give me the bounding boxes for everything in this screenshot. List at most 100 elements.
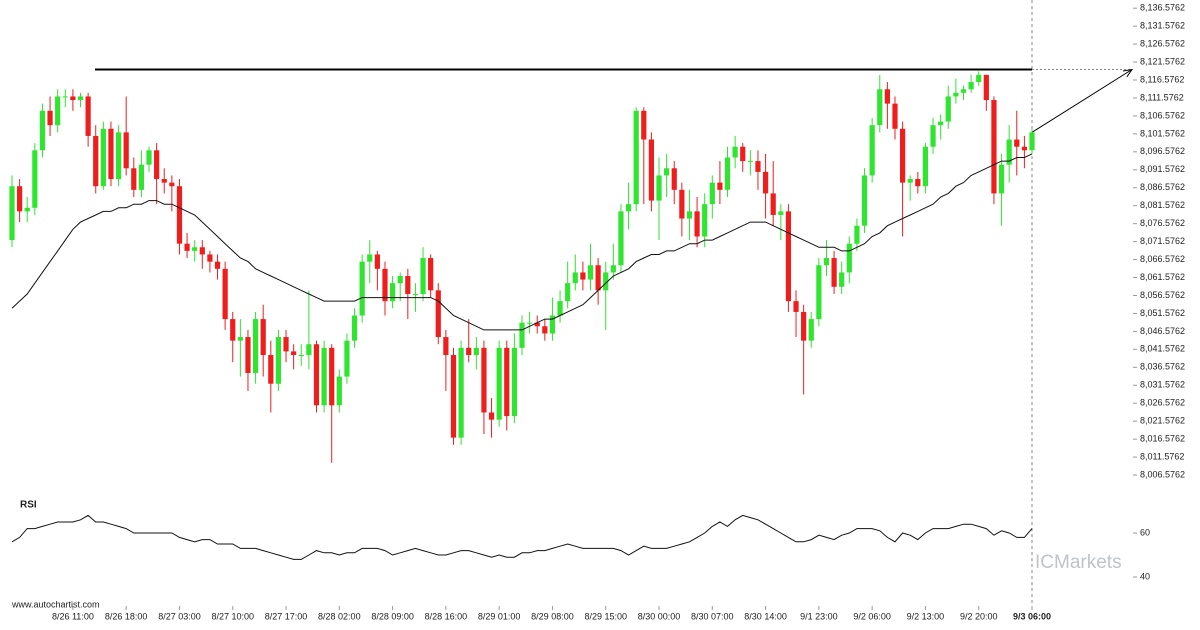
candle-body: [389, 283, 396, 302]
x-tick-label: 8/29 15:00: [584, 611, 627, 621]
candle-body: [344, 340, 350, 377]
candle-body: [108, 128, 114, 180]
candle-body: [694, 211, 700, 237]
x-tick-label: 9/2 20:00: [960, 611, 998, 621]
candle-body: [55, 96, 61, 126]
arrow-head: [1123, 68, 1134, 78]
x-tick-label: 8/27 10:00: [211, 611, 254, 621]
x-tick-label: 8/26 18:00: [105, 611, 148, 621]
y-tick-label: 8,121.5762: [1140, 56, 1185, 66]
y-tick-label: 8,011.5762: [1140, 451, 1184, 461]
candle-body: [351, 315, 358, 341]
candle-body: [534, 322, 540, 327]
candle-body: [587, 265, 594, 280]
x-tick-label: 8/29 01:00: [478, 611, 521, 621]
y-tick-label: 8,046.5762: [1140, 326, 1185, 336]
candle-body: [138, 164, 145, 190]
candle-body: [146, 150, 152, 165]
rsi-tick-label: 40: [1140, 571, 1150, 581]
candle-body: [945, 96, 951, 122]
candle-body: [268, 355, 274, 384]
candle-body: [907, 179, 913, 183]
candle-body: [785, 211, 792, 302]
y-tick-label: 8,061.5762: [1140, 272, 1185, 282]
candle-body: [374, 254, 380, 269]
rsi-tick-label: 60: [1140, 527, 1150, 537]
x-tick-label: 9/2 06:00: [853, 611, 891, 621]
candle-body: [466, 347, 472, 356]
candle-body: [899, 128, 906, 183]
candle-body: [877, 89, 883, 126]
x-tick-label: 8/28 16:00: [425, 611, 468, 621]
forecast-arrow: [1031, 69, 1133, 133]
rsi-label: RSI: [20, 500, 37, 511]
candle-body: [595, 265, 601, 291]
y-tick-label: 8,036.5762: [1140, 362, 1185, 372]
candle-body: [154, 150, 160, 180]
candle-body: [131, 168, 137, 190]
candle-body: [565, 283, 571, 302]
y-tick-label: 8,131.5762: [1140, 21, 1185, 31]
candle-body: [542, 326, 548, 334]
x-tick-label: 8/27 17:00: [265, 611, 308, 621]
candle-body: [732, 146, 738, 158]
candle-body: [793, 301, 799, 312]
candle-body: [161, 179, 167, 183]
candle-body: [831, 258, 837, 287]
y-tick-label: 8,136.5762: [1140, 3, 1185, 13]
candle-body: [664, 168, 670, 176]
candle-body: [123, 132, 129, 169]
candle-body: [1021, 146, 1027, 151]
candle-body: [252, 319, 259, 373]
x-tick-label: 9/2 13:00: [907, 611, 945, 621]
candle-body: [39, 110, 46, 151]
candle-body: [184, 243, 190, 251]
candle-body: [580, 272, 586, 280]
candle-body: [823, 258, 830, 266]
candle-body: [968, 82, 974, 90]
candle-body: [527, 322, 533, 324]
y-tick-label: 8,041.5762: [1140, 344, 1185, 354]
candle-body: [298, 355, 304, 357]
candle-body: [656, 175, 662, 201]
candle-body: [359, 261, 365, 316]
x-tick-label: 9/3 06:00: [1013, 611, 1051, 621]
candle-body: [702, 204, 708, 237]
candle-body: [207, 254, 213, 262]
candle-body: [473, 347, 479, 356]
moving-average: [11, 153, 1033, 331]
candle-body: [382, 268, 388, 302]
candle-body: [801, 311, 807, 341]
candle-body: [755, 161, 761, 172]
source: www.autochartist.com: [11, 599, 100, 609]
candle-body: [428, 258, 434, 291]
candle-body: [412, 293, 419, 295]
candle-body: [892, 103, 898, 129]
y-tick-label: 8,051.5762: [1140, 308, 1185, 318]
candle-body: [740, 146, 746, 162]
candle-body: [32, 150, 38, 208]
candle-body: [778, 211, 784, 215]
candle-body: [420, 258, 426, 294]
candle-body: [709, 182, 715, 205]
candle-body: [633, 110, 639, 205]
candle-body: [291, 351, 297, 356]
candle-body: [991, 100, 997, 194]
candle-body: [1014, 139, 1020, 147]
candle-body: [237, 337, 243, 341]
candle-body: [511, 347, 517, 417]
candle-body: [603, 272, 609, 291]
candle-body: [724, 157, 731, 190]
y-tick-label: 8,071.5762: [1140, 236, 1185, 246]
candle-body: [199, 247, 205, 255]
candle-body: [869, 125, 875, 176]
candle-body: [245, 337, 251, 373]
y-tick-label: 8,111.5762: [1140, 92, 1184, 102]
candle-body: [9, 186, 15, 241]
candle-body: [854, 225, 860, 244]
candle-body: [861, 175, 868, 226]
candle-body: [686, 211, 693, 219]
candle-body: [747, 161, 753, 163]
